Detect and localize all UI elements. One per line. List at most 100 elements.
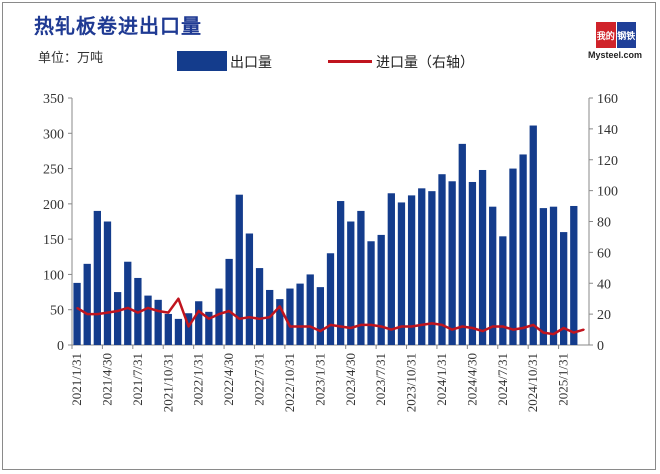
bar xyxy=(164,313,172,345)
legend-import-swatch xyxy=(328,60,372,63)
x-tick-label: 2024/10/31 xyxy=(525,353,540,412)
logo-text: Mysteel.com xyxy=(588,50,643,60)
x-tick-label: 2022/1/31 xyxy=(191,353,206,406)
import-point xyxy=(258,317,261,320)
bar xyxy=(428,191,436,345)
y-right-tick-label: 140 xyxy=(597,123,618,138)
import-point xyxy=(167,311,170,314)
bar xyxy=(83,263,91,345)
bar xyxy=(529,125,537,345)
import-point xyxy=(552,333,555,335)
bar xyxy=(570,205,578,345)
import-point xyxy=(268,316,271,319)
bar xyxy=(124,261,132,345)
x-tick-label: 2025/1/31 xyxy=(556,353,571,406)
import-point xyxy=(279,305,281,308)
x-tick-label: 2024/1/31 xyxy=(434,353,449,406)
import-point xyxy=(420,324,423,326)
bar xyxy=(509,168,517,345)
bar xyxy=(195,301,203,345)
y-left-tick-label: 0 xyxy=(57,339,64,354)
bar xyxy=(215,288,223,345)
import-point xyxy=(248,316,251,319)
import-point xyxy=(106,311,109,314)
bar xyxy=(286,288,294,345)
bar xyxy=(255,268,264,345)
x-tick-label: 2021/1/31 xyxy=(69,353,84,406)
x-tick-label: 2024/4/30 xyxy=(464,353,479,406)
import-point xyxy=(157,310,159,312)
import-point xyxy=(481,330,484,332)
y-left-tick-label: 50 xyxy=(50,304,64,319)
x-tick-label: 2021/4/30 xyxy=(99,353,114,406)
bar xyxy=(438,174,446,345)
bar xyxy=(336,201,345,345)
bar xyxy=(144,295,152,345)
bar xyxy=(103,221,112,345)
import-point xyxy=(410,325,413,328)
import-point xyxy=(228,310,230,312)
import-point xyxy=(522,327,524,329)
bar xyxy=(316,287,325,345)
import-point xyxy=(572,331,575,334)
import-point xyxy=(116,310,119,312)
x-tick-label: 2022/10/31 xyxy=(282,353,297,412)
import-point xyxy=(380,325,382,328)
import-point xyxy=(502,325,504,328)
y-left-tick-label: 300 xyxy=(43,127,64,142)
import-point xyxy=(461,325,464,328)
y-left-tick-label: 250 xyxy=(43,163,64,178)
import-point xyxy=(400,325,403,328)
logo-badge-right: 钢铁 xyxy=(616,22,636,48)
bar xyxy=(235,194,243,345)
y-left-tick-label: 150 xyxy=(43,233,64,248)
import-point xyxy=(197,310,200,312)
import-point xyxy=(471,327,474,329)
y-right-tick-label: 40 xyxy=(597,277,611,292)
bar xyxy=(377,234,385,345)
x-tick-label: 2023/1/31 xyxy=(312,353,327,406)
import-point xyxy=(349,327,352,329)
import-point xyxy=(451,328,453,331)
import-point xyxy=(532,324,535,326)
import-point xyxy=(512,328,514,331)
x-tick-label: 2021/7/31 xyxy=(130,353,145,406)
legend-export-swatch xyxy=(177,51,227,71)
mysteel-logo: 我的 钢铁 Mysteel.com xyxy=(588,22,642,64)
bar xyxy=(387,193,395,345)
import-point xyxy=(289,325,291,328)
logo-badge-left: 我的 xyxy=(596,22,616,48)
x-tick-label: 2023/7/31 xyxy=(373,353,388,406)
bar xyxy=(560,232,568,345)
import-point xyxy=(360,324,362,326)
import-point xyxy=(177,297,180,300)
bar xyxy=(418,188,426,345)
bar xyxy=(154,299,162,345)
y-left-tick-label: 100 xyxy=(43,268,64,283)
bar xyxy=(549,206,558,345)
bar xyxy=(276,299,284,345)
bar xyxy=(93,210,101,345)
import-point xyxy=(441,324,443,326)
import-point xyxy=(126,307,129,309)
x-tick-label: 2022/4/30 xyxy=(221,353,236,406)
y-right-tick-label: 160 xyxy=(597,92,618,107)
import-point xyxy=(238,317,241,320)
bar xyxy=(205,311,213,345)
x-tick-label: 2022/7/31 xyxy=(252,353,267,406)
import-point xyxy=(187,325,190,328)
import-point xyxy=(339,325,342,328)
bar xyxy=(357,210,365,345)
import-point xyxy=(86,313,89,315)
y-left-tick-label: 350 xyxy=(43,92,64,107)
bar xyxy=(448,181,456,345)
y-right-tick-label: 120 xyxy=(597,154,618,169)
y-right-tick-label: 100 xyxy=(597,185,618,200)
bar xyxy=(245,233,254,345)
y-right-tick-label: 0 xyxy=(597,339,604,354)
import-point xyxy=(329,324,332,326)
bar xyxy=(367,241,375,345)
bar xyxy=(113,292,122,345)
import-point xyxy=(218,313,220,315)
bar xyxy=(489,206,497,345)
